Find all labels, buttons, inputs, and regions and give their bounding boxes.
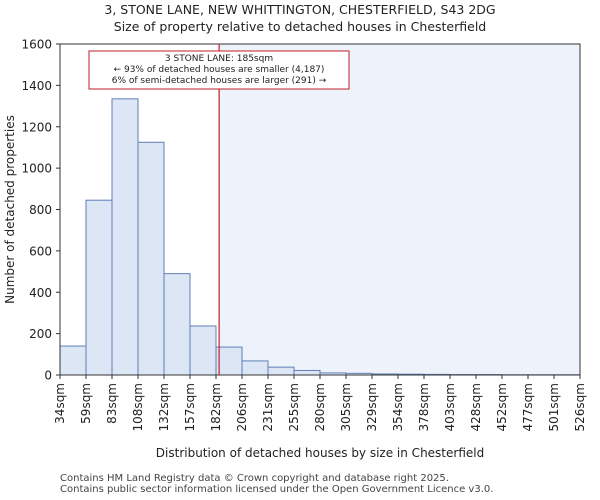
x-tick-label: 403sqm [443, 383, 457, 431]
x-tick-label: 255sqm [287, 383, 301, 431]
x-axis-label: Distribution of detached houses by size … [156, 446, 484, 460]
bar [189, 325, 217, 376]
x-tick-label: 501sqm [547, 383, 561, 431]
x-tick-label: 526sqm [573, 383, 587, 431]
y-tick-label: 1600 [21, 38, 52, 52]
annotation-box: 3 STONE LANE: 185sqm ← 93% of detached h… [88, 50, 350, 90]
x-tick-label: 108sqm [131, 383, 145, 431]
y-tick-label: 200 [29, 327, 52, 341]
footer-line-1: Contains HM Land Registry data © Crown c… [60, 473, 449, 484]
y-tick-label: 0 [44, 369, 52, 383]
annotation-line-2: ← 93% of detached houses are smaller (4,… [114, 65, 325, 75]
bar [59, 345, 87, 376]
x-tick-label: 83sqm [105, 383, 119, 424]
chart-subtitle: Size of property relative to detached ho… [113, 19, 487, 34]
y-tick-label: 1400 [21, 79, 52, 93]
x-tick-label: 206sqm [235, 383, 249, 431]
bar [241, 360, 269, 376]
y-tick-label: 800 [29, 203, 52, 217]
y-tick-label: 1000 [21, 162, 52, 176]
y-axis-label: Number of detached properties [3, 115, 17, 304]
footer-line-2: Contains public sector information licen… [60, 484, 494, 495]
bar [137, 141, 165, 376]
x-tick-label: 157sqm [183, 383, 197, 431]
x-tick-label: 378sqm [417, 383, 431, 431]
bar [111, 98, 139, 376]
x-tick-label: 428sqm [469, 383, 483, 431]
x-tick-label: 280sqm [313, 383, 327, 431]
x-tick-label: 477sqm [521, 383, 535, 431]
y-tick-label: 600 [29, 244, 52, 258]
x-tick-label: 231sqm [261, 383, 275, 431]
x-tick-label: 305sqm [339, 383, 353, 431]
bar [215, 346, 243, 376]
bar [163, 273, 191, 376]
chart-title: 3, STONE LANE, NEW WHITTINGTON, CHESTERF… [104, 2, 496, 17]
annotation-line-1: 3 STONE LANE: 185sqm [165, 54, 273, 64]
bar [85, 199, 113, 376]
x-tick-label: 59sqm [79, 383, 93, 424]
x-tick-label: 452sqm [495, 383, 509, 431]
bar [267, 366, 295, 376]
highlight-region [219, 44, 580, 375]
y-tick-label: 400 [29, 286, 52, 300]
x-tick-label: 329sqm [365, 383, 379, 431]
x-tick-label: 182sqm [209, 383, 223, 431]
x-tick-label: 354sqm [391, 383, 405, 431]
y-tick-label: 1200 [21, 120, 52, 134]
x-tick-label: 34sqm [53, 383, 67, 424]
annotation-line-3: 6% of semi-detached houses are larger (2… [112, 76, 327, 86]
bar [293, 369, 321, 376]
x-tick-label: 132sqm [157, 383, 171, 431]
